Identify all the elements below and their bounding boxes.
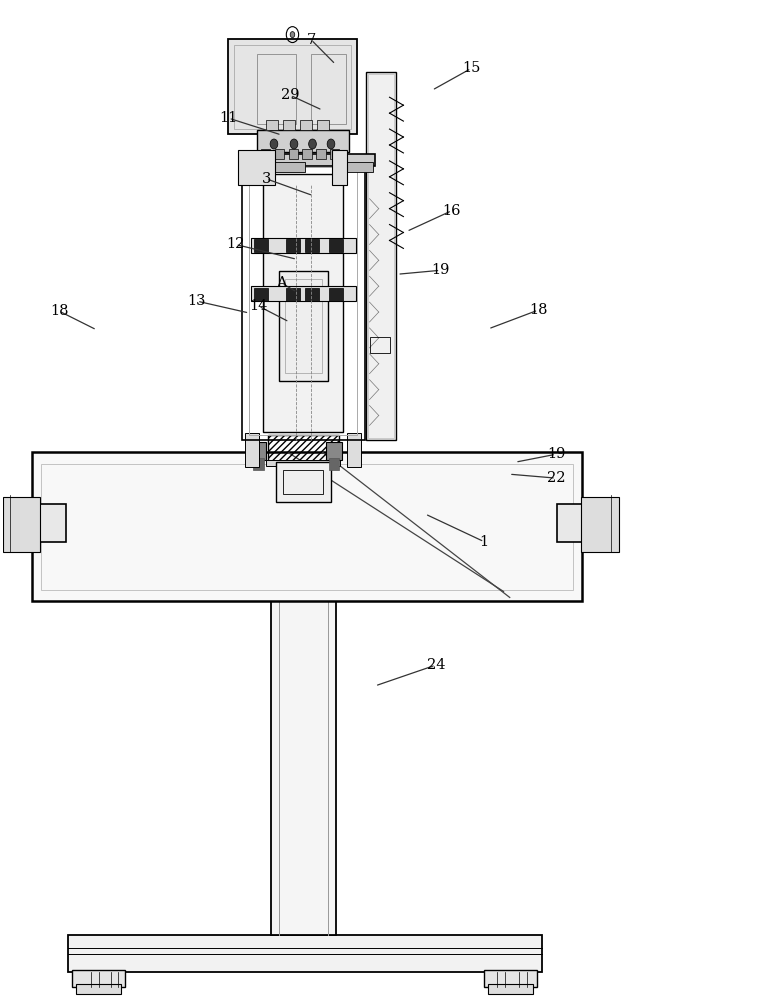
Bar: [254, 288, 268, 301]
Bar: [257, 54, 296, 124]
Text: 18: 18: [529, 303, 548, 317]
Bar: [285, 279, 322, 373]
Bar: [283, 470, 324, 494]
Bar: [241, 162, 365, 440]
Bar: [283, 120, 295, 130]
Bar: [275, 462, 331, 502]
Bar: [331, 149, 339, 159]
Bar: [261, 149, 270, 159]
Text: 24: 24: [427, 658, 445, 672]
Bar: [237, 150, 275, 185]
Bar: [3, 504, 66, 542]
Bar: [3, 497, 40, 552]
Bar: [369, 337, 390, 353]
Bar: [303, 149, 312, 159]
Circle shape: [290, 32, 295, 38]
Circle shape: [309, 139, 317, 149]
Bar: [286, 239, 300, 252]
Bar: [266, 120, 278, 130]
Text: 22: 22: [547, 471, 565, 485]
Bar: [484, 970, 537, 987]
Bar: [330, 288, 343, 301]
Bar: [279, 271, 328, 381]
Bar: [317, 149, 326, 159]
Bar: [68, 935, 542, 972]
Circle shape: [290, 139, 298, 149]
Bar: [255, 154, 375, 166]
Bar: [76, 984, 120, 994]
Text: 15: 15: [462, 61, 480, 75]
Bar: [266, 460, 340, 466]
Text: 29: 29: [281, 88, 300, 102]
Bar: [32, 452, 582, 601]
Text: 7: 7: [307, 33, 316, 47]
Bar: [249, 167, 357, 435]
Bar: [254, 239, 268, 252]
Text: 12: 12: [227, 237, 244, 251]
Bar: [488, 984, 533, 994]
Bar: [327, 442, 341, 460]
Bar: [275, 149, 284, 159]
Bar: [286, 288, 300, 301]
Bar: [258, 162, 305, 172]
Text: 1: 1: [480, 535, 489, 549]
Bar: [257, 130, 349, 152]
Circle shape: [327, 139, 334, 149]
Text: 18: 18: [50, 304, 68, 318]
Bar: [289, 149, 298, 159]
Text: A: A: [276, 276, 287, 290]
Bar: [330, 239, 343, 252]
Bar: [347, 433, 361, 467]
Bar: [580, 497, 619, 552]
Text: 19: 19: [431, 263, 449, 277]
Bar: [253, 458, 264, 470]
Text: 11: 11: [220, 111, 237, 125]
Bar: [251, 238, 355, 253]
Bar: [234, 45, 351, 129]
Text: 14: 14: [249, 299, 268, 313]
Bar: [251, 286, 355, 301]
Bar: [227, 39, 357, 134]
Text: 16: 16: [442, 204, 461, 218]
Bar: [41, 464, 573, 589]
Bar: [305, 239, 319, 252]
Bar: [263, 174, 343, 432]
Bar: [332, 150, 347, 185]
Bar: [268, 435, 338, 463]
Circle shape: [270, 139, 278, 149]
Text: 13: 13: [188, 294, 206, 308]
Bar: [368, 74, 394, 438]
Bar: [338, 162, 372, 172]
Bar: [311, 54, 345, 124]
Bar: [366, 72, 396, 440]
Text: 3: 3: [262, 172, 271, 186]
Text: 19: 19: [547, 447, 565, 461]
Bar: [72, 970, 124, 987]
Bar: [317, 120, 329, 130]
Bar: [557, 504, 619, 542]
Bar: [329, 458, 339, 470]
Bar: [305, 288, 319, 301]
Bar: [271, 601, 335, 935]
Bar: [300, 120, 312, 130]
Bar: [251, 442, 266, 460]
Bar: [245, 433, 259, 467]
